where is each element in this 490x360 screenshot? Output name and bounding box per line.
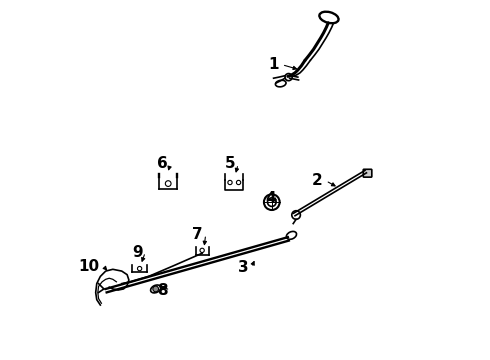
Text: 9: 9	[132, 245, 143, 260]
FancyBboxPatch shape	[363, 169, 372, 177]
Text: 4: 4	[266, 191, 276, 206]
Text: 6: 6	[157, 157, 168, 171]
Text: 1: 1	[269, 57, 279, 72]
Text: 7: 7	[192, 227, 203, 242]
Text: 8: 8	[157, 283, 168, 297]
Text: 3: 3	[238, 260, 248, 275]
Text: 10: 10	[78, 259, 99, 274]
Text: 2: 2	[312, 173, 323, 188]
Text: 5: 5	[225, 157, 235, 171]
Circle shape	[153, 286, 159, 292]
